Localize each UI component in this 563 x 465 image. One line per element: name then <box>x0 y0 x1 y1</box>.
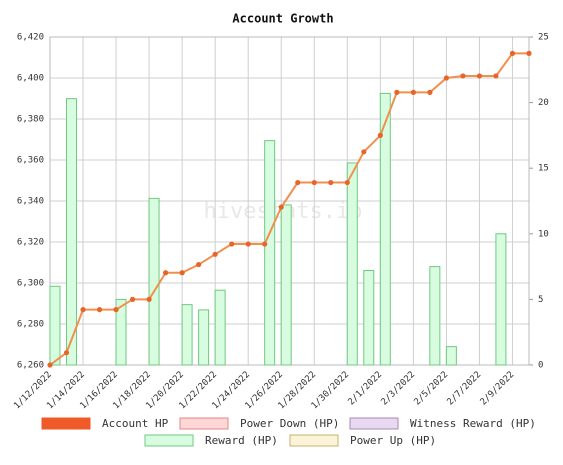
point <box>212 251 218 257</box>
legend-label: Witness Reward (HP) <box>410 417 536 430</box>
point <box>493 73 499 79</box>
point <box>460 73 466 79</box>
point <box>262 241 268 247</box>
y-tick-label: 6,420 <box>17 33 44 43</box>
y-tick-label: 6,340 <box>17 197 44 207</box>
legend-label: Account HP <box>102 417 169 430</box>
point <box>196 261 202 268</box>
bar <box>115 298 127 366</box>
point <box>476 73 483 79</box>
point <box>63 350 70 356</box>
point <box>509 50 516 57</box>
bar <box>445 346 457 366</box>
point <box>179 270 185 276</box>
bar <box>49 285 61 366</box>
y-tick-label: 6,320 <box>17 238 44 248</box>
point <box>361 149 367 155</box>
bar <box>495 233 507 366</box>
legend-label: Power Up (HP) <box>350 434 436 447</box>
point <box>245 241 251 247</box>
x-tick-label: 2/1/2022 <box>347 370 385 408</box>
y-tick-label: 6,400 <box>17 74 44 84</box>
y-tick-label: 6,360 <box>17 156 44 166</box>
bar <box>264 140 276 366</box>
point <box>278 204 284 210</box>
bar <box>346 162 358 366</box>
x-tick-label: 2/5/2022 <box>413 370 451 408</box>
point <box>427 89 433 95</box>
chart-title: Account Growth <box>232 12 333 26</box>
y2-tick-label: 0 <box>538 361 543 371</box>
y2-tick-label: 20 <box>538 98 549 108</box>
point <box>113 307 119 313</box>
point <box>410 89 416 95</box>
y-tick-label: 6,260 <box>17 361 44 371</box>
point <box>129 296 136 302</box>
legend-swatch <box>349 417 399 430</box>
bar <box>181 304 193 366</box>
y-tick-label: 6,300 <box>17 279 44 289</box>
point <box>344 179 350 186</box>
bar <box>148 197 160 366</box>
point <box>47 362 53 368</box>
legend-swatch <box>41 417 91 430</box>
point <box>295 179 301 186</box>
bar <box>429 266 441 366</box>
bar <box>214 289 226 366</box>
point <box>96 307 103 313</box>
line <box>49 52 529 366</box>
point <box>80 307 86 313</box>
legend-swatch <box>289 434 339 447</box>
point <box>377 132 383 138</box>
y2-tick-label: 10 <box>538 229 549 239</box>
y-tick-label: 6,280 <box>17 320 44 330</box>
x-tick-label: 2/3/2022 <box>380 370 418 408</box>
x-tick-label: 2/9/2022 <box>479 370 517 408</box>
y2-tick-label: 25 <box>538 33 549 43</box>
legend-label: Reward (HP) <box>205 434 278 447</box>
y-tick-label: 6,380 <box>17 115 44 125</box>
point <box>328 179 334 186</box>
bar <box>363 270 375 366</box>
bar <box>65 98 77 366</box>
y2-tick-label: 5 <box>538 295 543 305</box>
point <box>443 75 450 81</box>
legend-swatch <box>144 434 194 447</box>
point <box>394 89 400 95</box>
point <box>526 50 532 57</box>
point <box>146 296 152 302</box>
y2-tick-label: 15 <box>538 164 549 174</box>
point <box>163 270 169 276</box>
legend-swatch <box>179 417 229 430</box>
point <box>311 179 317 186</box>
bar <box>379 92 391 366</box>
legend-label: Power Down (HP) <box>240 417 339 430</box>
x-tick-label: 2/7/2022 <box>446 370 484 408</box>
bar <box>280 204 292 366</box>
point <box>229 241 235 247</box>
bar <box>198 309 210 366</box>
